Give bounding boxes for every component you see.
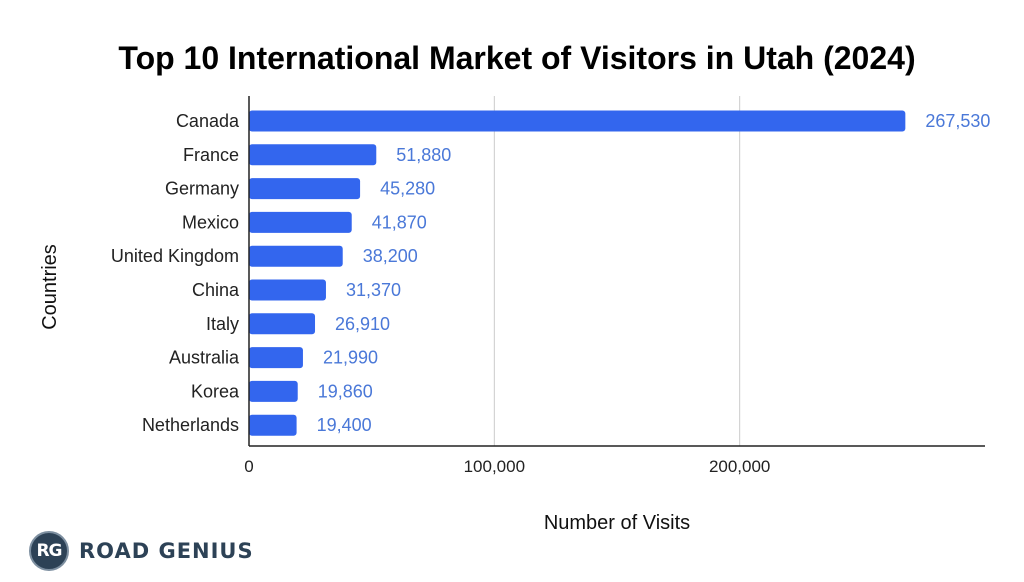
category-label: United Kingdom: [111, 246, 239, 266]
category-label: Mexico: [182, 212, 239, 232]
category-label: Germany: [165, 179, 239, 199]
category-label: Korea: [191, 381, 240, 401]
bar: [249, 414, 297, 436]
value-label: 26,910: [335, 314, 390, 334]
x-tick-label: 100,000: [464, 457, 525, 476]
value-label: 51,880: [396, 145, 451, 165]
road-genius-logo: RG ROAD GENIUS: [29, 530, 254, 572]
bars: [249, 110, 906, 436]
chart-title: Top 10 International Market of Visitors …: [118, 40, 916, 76]
value-label: 41,870: [372, 212, 427, 232]
x-axis-title: Number of Visits: [544, 512, 690, 534]
value-label: 45,280: [380, 179, 435, 199]
bar: [249, 178, 361, 200]
value-label: 38,200: [363, 246, 418, 266]
logo-badge: RG: [29, 531, 69, 571]
y-axis-title: Countries: [39, 244, 61, 330]
value-label: 31,370: [346, 280, 401, 300]
bar: [249, 110, 906, 132]
value-label: 19,400: [317, 415, 372, 435]
x-tick-label: 200,000: [709, 457, 770, 476]
value-label: 21,990: [323, 348, 378, 368]
x-tick-label: 0: [244, 457, 253, 476]
axes: [248, 96, 985, 447]
bar: [249, 144, 377, 166]
category-label: Italy: [206, 314, 239, 334]
bar: [249, 347, 303, 369]
labels: 0 100,000 200,000 Canada 267,530 France 51,880…: [111, 111, 990, 476]
logo-text: ROAD GENIUS: [79, 539, 254, 563]
value-label: 267,530: [925, 111, 990, 131]
bar: [249, 380, 298, 402]
category-label: China: [192, 280, 240, 300]
bar: [249, 245, 343, 267]
bar: [249, 211, 352, 233]
category-label: Canada: [176, 111, 240, 131]
value-label: 19,860: [318, 381, 373, 401]
category-label: Australia: [169, 348, 240, 368]
grid-lines: [493, 96, 741, 446]
bar: [249, 313, 316, 335]
category-label: Netherlands: [142, 415, 239, 435]
bar: [249, 279, 326, 301]
category-label: France: [183, 145, 239, 165]
